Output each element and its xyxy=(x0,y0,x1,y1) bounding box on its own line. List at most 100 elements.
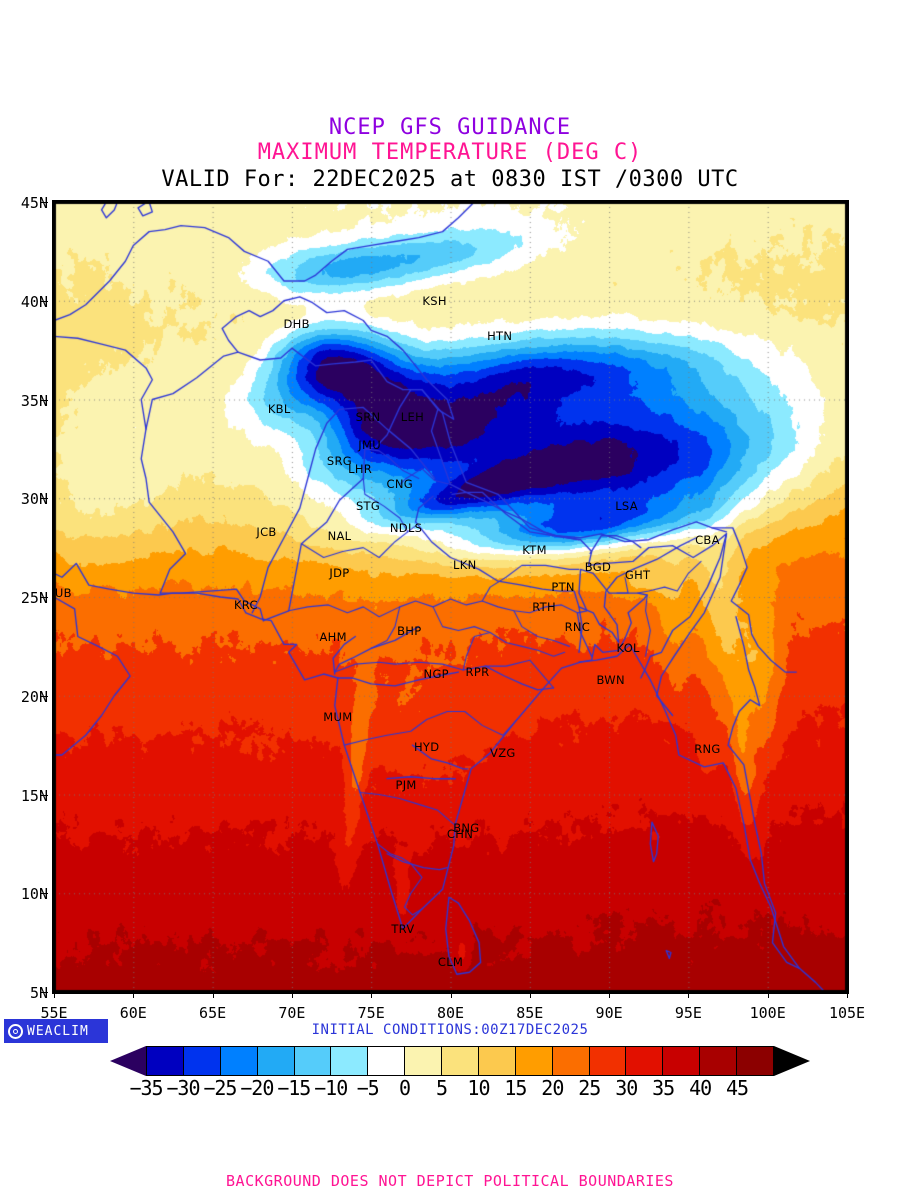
colorbar-band-7 xyxy=(405,1047,442,1075)
city-label-leh: LEH xyxy=(400,410,425,425)
colorbar-band-5 xyxy=(331,1047,369,1075)
lat-tick-label: 10N xyxy=(20,885,48,904)
lon-tick-mark xyxy=(529,990,531,998)
lat-tick-mark xyxy=(40,695,48,697)
city-label-dub: DUB xyxy=(54,586,72,601)
colorbar-bands xyxy=(146,1046,774,1076)
title-model-line: NCEP GFS GUIDANCE xyxy=(328,115,572,140)
colorbar-band-3 xyxy=(257,1047,295,1075)
city-label-bng: BNG xyxy=(453,821,480,836)
colorbar-tick-0: 0 xyxy=(399,1076,411,1100)
colorbar-tick--5: −5 xyxy=(356,1076,380,1100)
colorbar-tick--15: −15 xyxy=(277,1076,311,1100)
colorbar-band-8 xyxy=(442,1047,479,1075)
city-label-vzg: VZG xyxy=(490,746,516,761)
lon-tick-mark xyxy=(688,990,690,998)
city-label-nal: NAL xyxy=(327,528,352,543)
colorbar-band-2 xyxy=(220,1047,258,1075)
colorbar-tick-40: 40 xyxy=(689,1076,712,1100)
colorbar-tick--30: −30 xyxy=(166,1076,200,1100)
colorbar-band-0 xyxy=(147,1047,184,1075)
colorbar-band-9 xyxy=(478,1047,516,1075)
colorbar-band-13 xyxy=(626,1047,664,1075)
colorbar-band-4 xyxy=(294,1047,332,1075)
city-label-htn: HTN xyxy=(487,329,513,344)
colorbar-band-10 xyxy=(515,1047,553,1075)
title-block: NCEP GFS GUIDANCE MAXIMUM TEMPERATURE (D… xyxy=(0,116,900,194)
city-label-cng: CNG xyxy=(386,477,413,492)
colorbar-band-1 xyxy=(183,1047,221,1075)
weaclim-badge: WEACLIM xyxy=(4,1019,108,1043)
colorbar-tick--35: −35 xyxy=(129,1076,163,1100)
city-label-kbl: KBL xyxy=(267,402,291,417)
colorbar-band-11 xyxy=(552,1047,590,1075)
city-label-jdp: JDP xyxy=(329,566,350,581)
colorbar-tick--10: −10 xyxy=(314,1076,348,1100)
city-label-trv: TRV xyxy=(391,921,415,936)
city-label-srn: SRN xyxy=(355,410,381,425)
lat-tick-label: 25N xyxy=(20,589,48,607)
colorbar-band-14 xyxy=(663,1047,701,1075)
colorbar-band-15 xyxy=(700,1047,737,1075)
lon-tick-mark xyxy=(133,990,135,998)
city-label-srg: SRG xyxy=(326,453,353,468)
lon-tick-label: 80E xyxy=(436,1004,465,1022)
city-label-ptn: PTN xyxy=(551,580,575,595)
colorbar-tick-35: 35 xyxy=(652,1076,675,1100)
lat-tick-label: 30N xyxy=(20,490,48,509)
lat-tick-label: 15N xyxy=(20,786,48,805)
longitude-axis: 55E 60E 65E 70E 75E 80E 85E 90E 95E 100E 105E xyxy=(0,990,900,1022)
colorbar-tick--20: −20 xyxy=(240,1076,274,1100)
city-label-ght: GHT xyxy=(624,568,651,583)
city-label-ktm: KTM xyxy=(522,542,547,557)
weaclim-logo-icon xyxy=(8,1023,23,1039)
city-label-mum: MUM xyxy=(323,710,353,725)
lon-tick-mark xyxy=(212,990,214,998)
city-label-ngp: NGP xyxy=(423,667,449,682)
city-label-clm: CLM xyxy=(437,955,464,970)
city-label-cba: CBA xyxy=(695,532,720,547)
city-label-bhp: BHP xyxy=(397,623,422,638)
colorbar-tick--25: −25 xyxy=(203,1076,237,1100)
city-label-ksh: KSH xyxy=(422,293,447,308)
city-label-kol: KOL xyxy=(616,641,640,656)
colorbar-band-12 xyxy=(589,1047,627,1075)
city-label-ahm: AHM xyxy=(319,629,347,644)
lon-tick-label: 75E xyxy=(357,1004,385,1022)
lon-tick-mark xyxy=(767,990,769,998)
city-label-rth: RTH xyxy=(532,599,556,614)
lat-tick-label: 20N xyxy=(20,687,48,706)
lon-tick-label: 95E xyxy=(674,1004,702,1022)
lat-tick-mark xyxy=(40,399,48,401)
disclaimer-text: BACKGROUND DOES NOT DEPICT POLITICAL BOU… xyxy=(226,1172,674,1190)
lon-tick-label: 105E xyxy=(828,1004,866,1022)
colorbar-tick-5: 5 xyxy=(435,1076,448,1100)
lon-tick-label: 70E xyxy=(278,1004,306,1022)
city-label-rpr: RPR xyxy=(465,665,490,680)
city-label-jmu: JMU xyxy=(358,437,381,452)
lon-tick-label: 60E xyxy=(119,1004,147,1022)
map-plot-area[interactable]: KSH DHB HTN KBL SRN LEH JMU SRG LHR CNG STG LSA JCB N… xyxy=(52,200,849,994)
lon-tick-mark xyxy=(609,990,611,998)
colorbar-tick-45: 45 xyxy=(726,1076,749,1100)
city-label-ndls: NDLS xyxy=(389,520,423,535)
colorbar-tick-10: 10 xyxy=(467,1076,490,1100)
lat-tick-mark xyxy=(40,202,48,203)
lon-tick-label: 85E xyxy=(516,1004,544,1022)
lat-tick-mark xyxy=(40,794,48,796)
lat-tick-mark xyxy=(40,498,48,500)
colorbar-band-16 xyxy=(737,1047,773,1075)
city-label-pjm: PJM xyxy=(395,777,417,792)
city-label-rnc: RNC xyxy=(564,619,591,634)
title-field-line: MAXIMUM TEMPERATURE (DEG C) xyxy=(257,140,643,165)
lat-tick-label: 35N xyxy=(20,391,48,410)
city-label-lhr: LHR xyxy=(348,461,373,476)
temperature-field-canvas xyxy=(54,202,847,992)
initial-conditions-text: INITIAL CONDITIONS:00Z17DEC2025 xyxy=(311,1022,589,1038)
colorbar xyxy=(110,1046,810,1076)
lon-tick-mark xyxy=(847,990,848,998)
lon-tick-label: 90E xyxy=(595,1004,623,1022)
city-label-dhb: DHB xyxy=(283,317,310,332)
lon-tick-mark xyxy=(371,990,373,998)
city-label-krc: KRC xyxy=(233,597,258,612)
